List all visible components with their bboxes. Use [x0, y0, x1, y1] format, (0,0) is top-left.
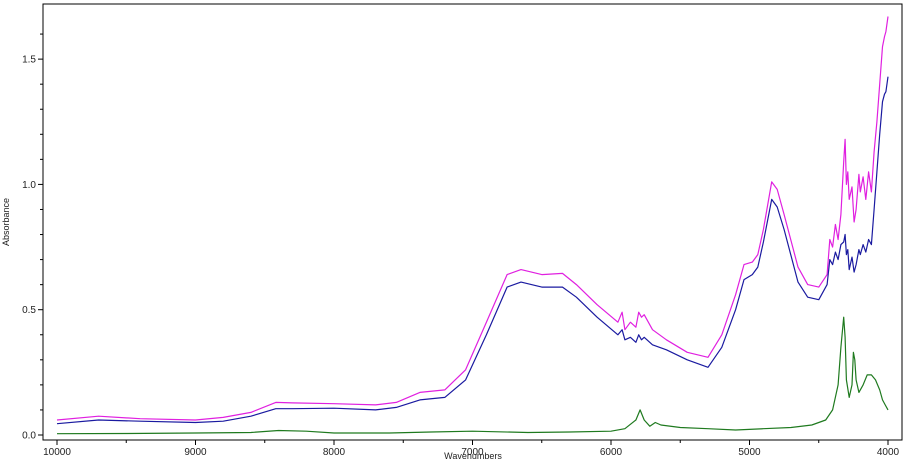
series-line-1 [56, 16, 889, 421]
x-tick-label: 5000 [738, 447, 761, 458]
x-tick-label: 4000 [877, 447, 900, 458]
y-axis-ticks: 0.0 0.5 1.0 1.5 [22, 33, 43, 441]
x-tick-label: 8000 [323, 447, 346, 458]
y-axis-title: Absorbance [1, 198, 11, 246]
x-axis-ticks: 10000 9000 8000 7000 6000 5000 4000 [43, 440, 900, 458]
x-tick-label: 10000 [43, 447, 71, 458]
y-tick-label: 0.5 [22, 305, 36, 316]
x-tick-label: 6000 [600, 447, 623, 458]
x-tick-label: 7000 [461, 447, 484, 458]
series-layer [56, 16, 889, 435]
y-tick-label: 1.5 [22, 55, 36, 66]
y-tick-label: 1.0 [22, 180, 36, 191]
series-line-2 [56, 76, 889, 425]
x-tick-label: 9000 [184, 447, 207, 458]
plot-frame [42, 3, 903, 441]
series-line-3 [56, 316, 889, 435]
x-axis-title: Wavenumbers [444, 451, 502, 461]
y-tick-label: 0.0 [22, 430, 36, 441]
